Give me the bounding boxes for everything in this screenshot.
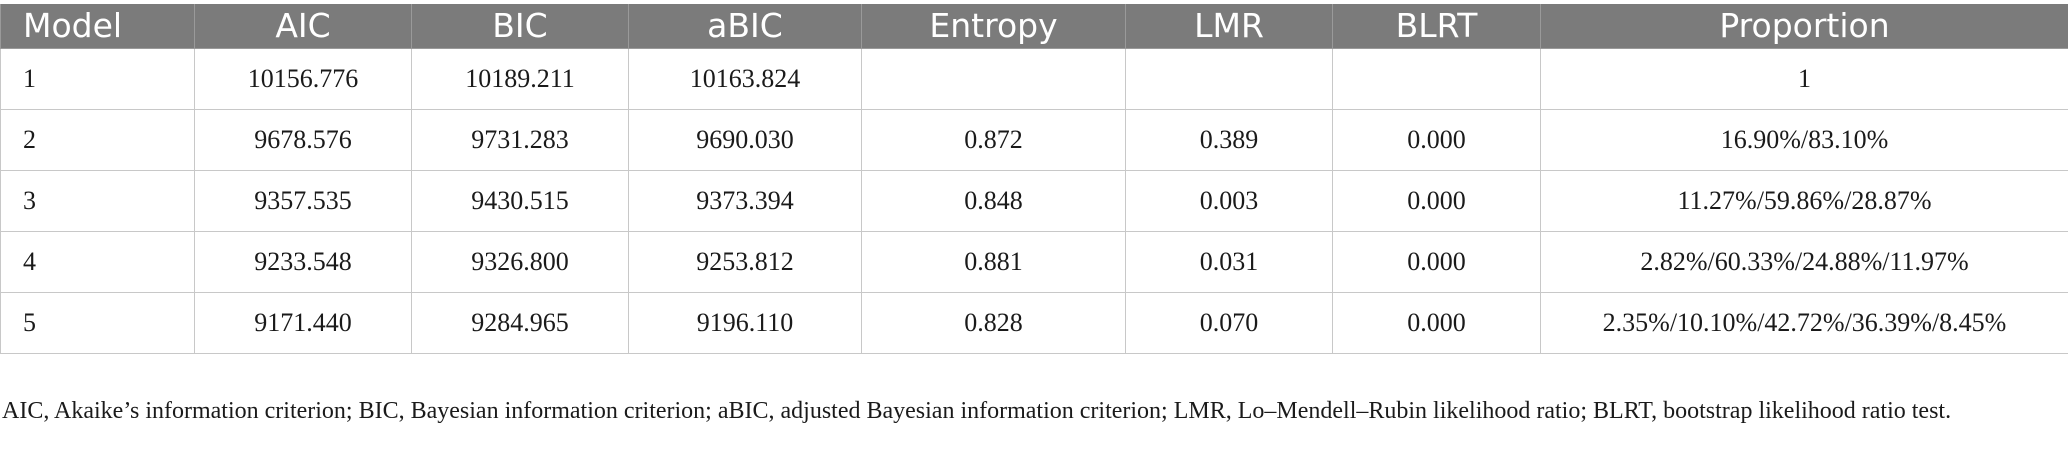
header-proportion: Proportion bbox=[1540, 4, 2068, 49]
cell-blrt: 0.000 bbox=[1332, 231, 1541, 293]
cell-aic: 9233.548 bbox=[194, 231, 412, 293]
cell-model: 1 bbox=[0, 48, 195, 110]
header-abic: aBIC bbox=[628, 4, 862, 49]
cell-proportion: 1 bbox=[1540, 48, 2068, 110]
cell-bic: 9284.965 bbox=[411, 292, 629, 354]
cell-blrt: 0.000 bbox=[1332, 170, 1541, 232]
cell-bic: 9430.515 bbox=[411, 170, 629, 232]
cell-abic: 9373.394 bbox=[628, 170, 862, 232]
table-row: 4 9233.548 9326.800 9253.812 0.881 0.031… bbox=[0, 231, 2068, 293]
table-row: 5 9171.440 9284.965 9196.110 0.828 0.070… bbox=[0, 292, 2068, 354]
cell-proportion: 11.27%/59.86%/28.87% bbox=[1540, 170, 2068, 232]
cell-lmr: 0.389 bbox=[1125, 109, 1333, 171]
cell-proportion: 2.82%/60.33%/24.88%/11.97% bbox=[1540, 231, 2068, 293]
cell-model: 2 bbox=[0, 109, 195, 171]
cell-entropy: 0.828 bbox=[861, 292, 1126, 354]
cell-abic: 9253.812 bbox=[628, 231, 862, 293]
cell-model: 5 bbox=[0, 292, 195, 354]
model-fit-table-container: Model AIC BIC aBIC Entropy LMR BLRT Prop… bbox=[0, 4, 2068, 354]
cell-lmr: 0.003 bbox=[1125, 170, 1333, 232]
header-model: Model bbox=[0, 4, 195, 49]
cell-abic: 10163.824 bbox=[628, 48, 862, 110]
table-row: 1 10156.776 10189.211 10163.824 1 bbox=[0, 48, 2068, 110]
cell-proportion: 16.90%/83.10% bbox=[1540, 109, 2068, 171]
cell-lmr: 0.031 bbox=[1125, 231, 1333, 293]
cell-entropy: 0.848 bbox=[861, 170, 1126, 232]
cell-lmr: 0.070 bbox=[1125, 292, 1333, 354]
cell-aic: 9171.440 bbox=[194, 292, 412, 354]
cell-abic: 9690.030 bbox=[628, 109, 862, 171]
cell-entropy: 0.881 bbox=[861, 231, 1126, 293]
cell-model: 4 bbox=[0, 231, 195, 293]
header-aic: AIC bbox=[194, 4, 412, 49]
header-entropy: Entropy bbox=[861, 4, 1126, 49]
cell-blrt bbox=[1332, 48, 1541, 110]
cell-aic: 9678.576 bbox=[194, 109, 412, 171]
cell-blrt: 0.000 bbox=[1332, 292, 1541, 354]
header-row: Model AIC BIC aBIC Entropy LMR BLRT Prop… bbox=[0, 4, 2068, 49]
table-row: 2 9678.576 9731.283 9690.030 0.872 0.389… bbox=[0, 109, 2068, 171]
table-row: 3 9357.535 9430.515 9373.394 0.848 0.003… bbox=[0, 170, 2068, 232]
cell-entropy bbox=[861, 48, 1126, 110]
header-bic: BIC bbox=[411, 4, 629, 49]
header-blrt: BLRT bbox=[1332, 4, 1541, 49]
cell-aic: 9357.535 bbox=[194, 170, 412, 232]
cell-lmr bbox=[1125, 48, 1333, 110]
cell-proportion: 2.35%/10.10%/42.72%/36.39%/8.45% bbox=[1540, 292, 2068, 354]
cell-entropy: 0.872 bbox=[861, 109, 1126, 171]
cell-model: 3 bbox=[0, 170, 195, 232]
cell-bic: 10189.211 bbox=[411, 48, 629, 110]
cell-bic: 9326.800 bbox=[411, 231, 629, 293]
cell-aic: 10156.776 bbox=[194, 48, 412, 110]
cell-abic: 9196.110 bbox=[628, 292, 862, 354]
cell-blrt: 0.000 bbox=[1332, 109, 1541, 171]
cell-bic: 9731.283 bbox=[411, 109, 629, 171]
header-lmr: LMR bbox=[1125, 4, 1333, 49]
table-footnote: AIC, Akaike’s information criterion; BIC… bbox=[2, 398, 1952, 424]
model-fit-table: Model AIC BIC aBIC Entropy LMR BLRT Prop… bbox=[0, 4, 2068, 354]
